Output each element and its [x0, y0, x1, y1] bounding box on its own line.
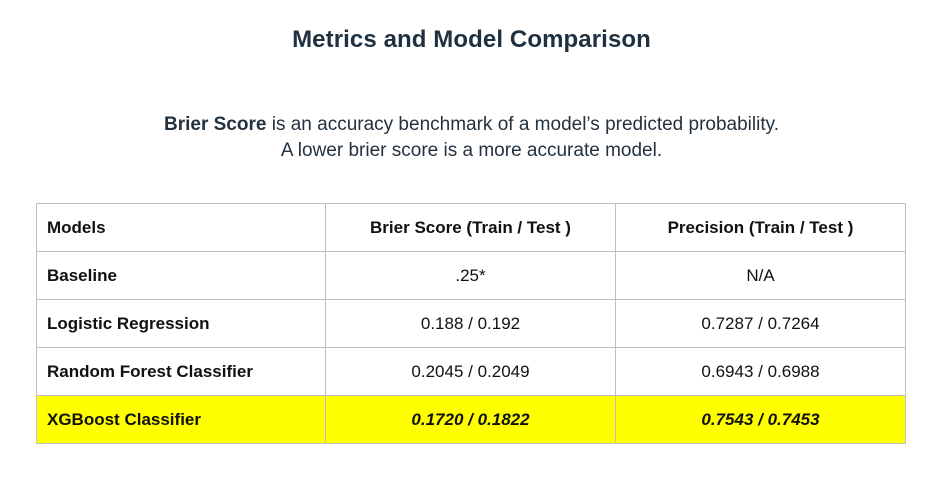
- precision-value: 0.6943 / 0.6988: [615, 347, 906, 396]
- table-row-highlighted: XGBoost Classifier 0.1720 / 0.1822 0.754…: [36, 395, 906, 444]
- page-title: Metrics and Model Comparison: [292, 26, 651, 53]
- model-name: Random Forest Classifier: [36, 347, 326, 396]
- precision-value: 0.7543 / 0.7453: [615, 395, 906, 444]
- model-name: Logistic Regression: [36, 299, 326, 348]
- header-precision: Precision (Train / Test ): [615, 203, 906, 252]
- header-models: Models: [36, 203, 326, 252]
- model-name: Baseline: [36, 251, 326, 300]
- model-name: XGBoost Classifier: [36, 395, 326, 444]
- description: Brier Score is an accuracy benchmark of …: [0, 112, 943, 164]
- brier-value: 0.1720 / 0.1822: [325, 395, 616, 444]
- precision-value: N/A: [615, 251, 906, 300]
- table-row: Baseline .25* N/A: [36, 251, 906, 300]
- description-line2: A lower brier score is a more accurate m…: [280, 140, 663, 161]
- metrics-table: Models Brier Score (Train / Test ) Preci…: [36, 203, 906, 444]
- table-row: Logistic Regression 0.188 / 0.192 0.7287…: [36, 299, 906, 348]
- header-brier-score: Brier Score (Train / Test ): [325, 203, 616, 252]
- precision-value: 0.7287 / 0.7264: [615, 299, 906, 348]
- brier-value: 0.2045 / 0.2049: [325, 347, 616, 396]
- brier-value: 0.188 / 0.192: [325, 299, 616, 348]
- brier-value: .25*: [325, 251, 616, 300]
- table-header-row: Models Brier Score (Train / Test ) Preci…: [36, 203, 906, 252]
- description-line1: is an accuracy benchmark of a model’s pr…: [266, 114, 779, 135]
- table-row: Random Forest Classifier 0.2045 / 0.2049…: [36, 347, 906, 396]
- description-term: Brier Score: [163, 114, 267, 135]
